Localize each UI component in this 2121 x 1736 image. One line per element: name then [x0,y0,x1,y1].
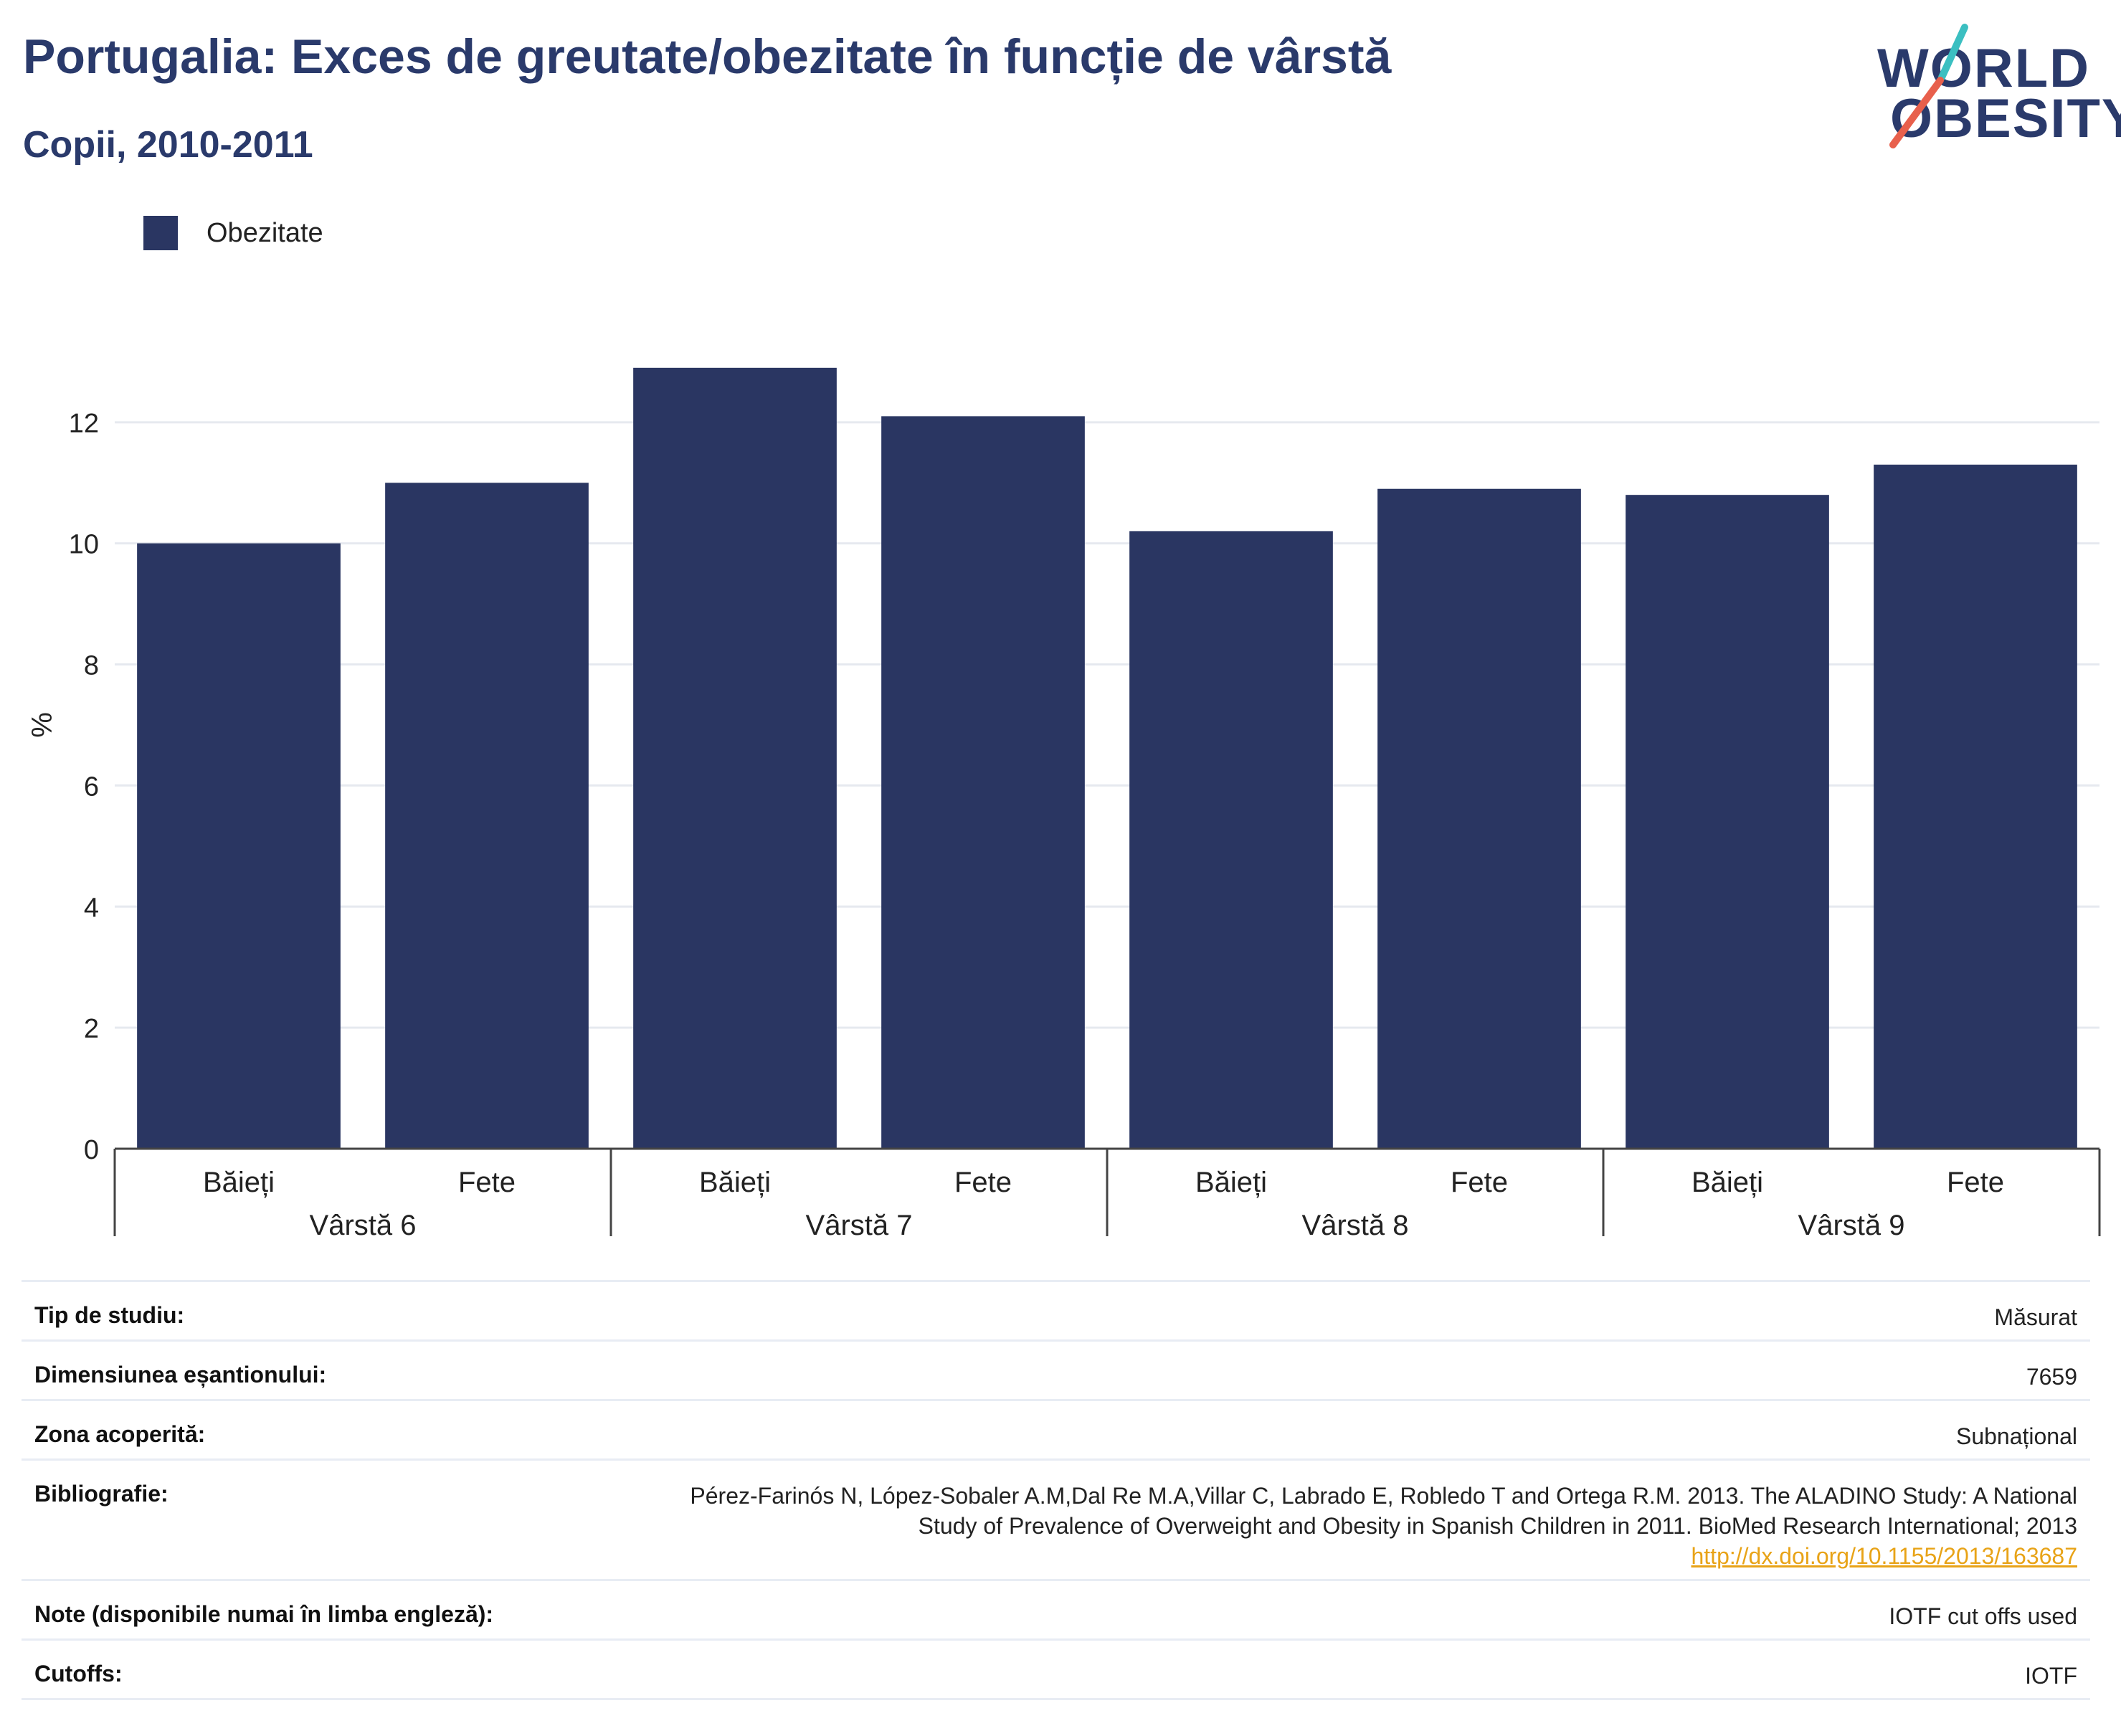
table-row: Cutoffs: IOTF [22,1638,2090,1700]
y-tick-label: 6 [84,772,99,802]
bibliography-line-1: Pérez-Farinós N, López-Sobaler A.M,Dal R… [690,1483,2077,1509]
y-tick-label: 12 [69,409,99,439]
row-label-notes: Note (disponibile numai în limba engleză… [34,1601,494,1627]
bar [1129,531,1333,1149]
table-row: Bibliografie: Pérez-Farinós N, López-Sob… [22,1458,2090,1579]
table-row: Zona acoperită: Subnațional [22,1399,2090,1458]
bibliography-doi-link[interactable]: http://dx.doi.org/10.1155/2013/163687 [1691,1543,2077,1569]
row-label-cutoffs: Cutoffs: [34,1661,123,1687]
bar [633,367,837,1149]
x-group-label: Vârstă 6 [310,1210,417,1241]
row-value-sample-size: 7659 [2026,1364,2077,1390]
row-value-notes: IOTF cut offs used [1889,1603,2077,1629]
chart-legend: Obezitate [143,214,323,252]
y-tick-label: 0 [84,1135,99,1165]
row-value-cutoffs: IOTF [2025,1663,2077,1689]
page-subtitle: Copii, 2010-2011 [23,124,313,166]
y-tick-label: 8 [84,651,99,681]
study-info-table: Tip de studiu: Măsurat Dimensiunea eșant… [22,1280,2090,1700]
row-label-study-type: Tip de studiu: [34,1302,185,1328]
x-category-label: Fete [458,1167,516,1198]
y-tick-label: 4 [84,893,99,923]
table-row: Dimensiunea eșantionului: 7659 [22,1339,2090,1399]
y-tick-label: 2 [84,1014,99,1044]
legend-swatch-obezitate [143,216,178,250]
x-group-label: Vârstă 8 [1302,1210,1409,1241]
x-group-label: Vârstă 9 [1798,1210,1905,1241]
x-category-label: Fete [954,1167,1012,1198]
row-value-study-type: Măsurat [1994,1304,2077,1330]
row-label-sample-size: Dimensiunea eșantionului: [34,1362,327,1388]
x-category-label: Băieți [203,1167,275,1198]
row-label-area-covered: Zona acoperită: [34,1421,206,1447]
x-category-label: Băieți [1195,1167,1267,1198]
bar [137,543,341,1149]
bibliography-line-2: Study of Prevalence of Overweight and Ob… [918,1513,2077,1539]
logo-slash-icon [1889,24,1968,148]
y-tick-label: 10 [69,530,99,560]
bar [881,416,1085,1149]
bar [385,483,589,1149]
table-row: Tip de studiu: Măsurat [22,1280,2090,1339]
table-row: Note (disponibile numai în limba engleză… [22,1579,2090,1638]
row-value-area-covered: Subnațional [1955,1423,2077,1449]
logo-word-world: WORLD [1877,38,2091,99]
world-obesity-logo: WORLD OBESITY [1864,22,2121,158]
x-group-label: Vârstă 7 [806,1210,913,1241]
page-title: Portugalia: Exces de greutate/obezitate … [23,29,1392,84]
bar-chart: 0 2 4 6 8 10 12% Băieți Fete Băieți Fete Băieți Fete… [27,367,2101,1241]
bar [1874,464,2077,1149]
bar [1377,488,1581,1149]
x-category-label: Băieți [1691,1167,1763,1198]
y-axis-title: % [27,712,58,738]
legend-label-obezitate: Obezitate [207,217,323,248]
bar [1626,495,1829,1149]
x-category-label: Fete [1451,1167,1508,1198]
x-category-label: Fete [1947,1167,2004,1198]
row-value-bibliography: Pérez-Farinós N, López-Sobaler A.M,Dal R… [690,1481,2077,1571]
row-label-bibliography: Bibliografie: [34,1481,169,1507]
x-category-label: Băieți [699,1167,771,1198]
